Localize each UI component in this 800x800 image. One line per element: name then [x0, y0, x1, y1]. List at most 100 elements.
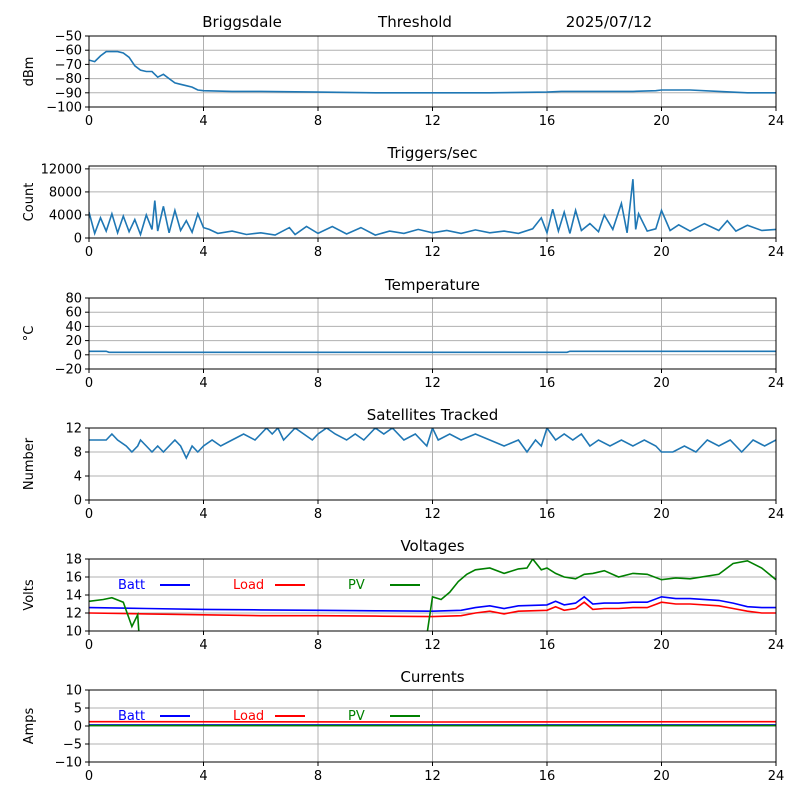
y-tick-label: 0 — [74, 232, 82, 247]
plot-currents: 0 4 8 12 16 20 24 −10 −5 0 5 10 Currents Amps Batt Load… — [22, 668, 784, 784]
x-tick-label: 24 — [768, 376, 785, 391]
x-tick-label: 4 — [199, 245, 207, 260]
y-tick-label: −10 — [55, 756, 82, 771]
plot-voltages: 0 4 8 12 16 20 24 10 12 14 16 18 Voltages Volts Batt Lo… — [22, 537, 784, 653]
x-tick-label: 0 — [85, 769, 93, 784]
y-tick-label: −5 — [63, 738, 82, 753]
chart-title: Currents — [400, 668, 464, 686]
x-tick-label: 0 — [85, 114, 93, 129]
y-tick-label: −70 — [55, 58, 82, 73]
x-tick-label: 20 — [653, 376, 670, 391]
y-axis-label: Count — [22, 183, 37, 222]
y-tick-label: 8000 — [49, 185, 82, 200]
y-axis-label: Volts — [22, 579, 37, 611]
y-tick-label: 0 — [74, 348, 82, 363]
x-tick-label: 24 — [768, 507, 785, 522]
x-tick-label: 8 — [314, 638, 322, 653]
x-tick-label: 8 — [314, 114, 322, 129]
y-tick-label: 0 — [74, 720, 82, 735]
plot-triggers: 0 4 8 12 16 20 24 0 4000 8000 12000 Triggers/sec Cou… — [22, 144, 784, 260]
x-tick-label: 4 — [199, 507, 207, 522]
y-tick-label: 5 — [74, 702, 82, 717]
x-tick-label: 8 — [314, 376, 322, 391]
x-tick-label: 24 — [768, 769, 785, 784]
y-tick-label: 12 — [65, 422, 82, 437]
chart-title: Satellites Tracked — [367, 406, 498, 424]
y-tick-label: −100 — [46, 101, 82, 116]
y-tick-label: 14 — [65, 589, 82, 604]
x-tick-label: 16 — [539, 376, 556, 391]
chart-title: Voltages — [400, 537, 464, 555]
x-tick-label: 20 — [653, 507, 670, 522]
y-tick-label: −80 — [55, 72, 82, 87]
x-tick-label: 24 — [768, 638, 785, 653]
series-line-temperature — [89, 350, 776, 354]
y-tick-label: 12 — [65, 607, 82, 622]
y-tick-label: 20 — [65, 334, 82, 349]
y-tick-label: 18 — [65, 553, 82, 568]
x-tick-label: 12 — [424, 769, 441, 784]
legend-label: PV — [348, 709, 365, 724]
y-axis-label: dBm — [22, 57, 37, 87]
x-tick-label: 8 — [314, 507, 322, 522]
chart-title: Triggers/sec — [387, 144, 478, 162]
x-tick-label: 12 — [424, 114, 441, 129]
x-tick-label: 4 — [199, 769, 207, 784]
y-tick-label: 8 — [74, 446, 82, 461]
x-tick-label: 24 — [768, 245, 785, 260]
x-tick-label: 0 — [85, 245, 93, 260]
x-tick-label: 4 — [199, 638, 207, 653]
y-axis-label: Amps — [22, 707, 37, 744]
x-tick-label: 12 — [424, 638, 441, 653]
series-line-threshold — [89, 50, 776, 94]
y-tick-label: 12000 — [41, 162, 82, 177]
plot-satellites: 0 4 8 12 16 20 24 0 4 8 12 Satellites Tracked Number — [22, 406, 784, 522]
x-tick-label: 16 — [539, 507, 556, 522]
y-tick-label: 80 — [65, 292, 82, 307]
x-tick-label: 12 — [424, 376, 441, 391]
x-tick-label: 16 — [539, 769, 556, 784]
x-tick-label: 8 — [314, 245, 322, 260]
x-tick-label: 20 — [653, 638, 670, 653]
x-tick-label: 4 — [199, 376, 207, 391]
station-title: Briggsdale — [202, 13, 282, 31]
legend-label: PV — [348, 578, 365, 593]
series-line-satellites — [89, 428, 776, 460]
series-line-load — [89, 601, 776, 618]
y-tick-label: −60 — [55, 44, 82, 59]
x-tick-label: 12 — [424, 245, 441, 260]
chart-title: Temperature — [384, 276, 480, 294]
x-tick-label: 24 — [768, 114, 785, 129]
legend-label: Batt — [118, 709, 145, 724]
y-tick-label: 4 — [74, 470, 82, 485]
y-tick-label: 0 — [74, 494, 82, 509]
series-line-batt — [89, 595, 776, 613]
y-tick-label: −90 — [55, 86, 82, 101]
y-tick-label: 4000 — [49, 208, 82, 223]
date-title: 2025/07/12 — [566, 13, 652, 31]
x-tick-label: 0 — [85, 507, 93, 522]
x-tick-label: 16 — [539, 114, 556, 129]
y-tick-label: 16 — [65, 571, 82, 586]
y-axis-label: Number — [22, 437, 37, 490]
x-tick-label: 0 — [85, 376, 93, 391]
legend-label: Load — [233, 709, 264, 724]
legend-label: Batt — [118, 578, 145, 593]
y-tick-label: −50 — [55, 30, 82, 45]
x-tick-label: 20 — [653, 769, 670, 784]
x-tick-label: 20 — [653, 245, 670, 260]
x-tick-label: 0 — [85, 638, 93, 653]
series-line-pv — [89, 559, 776, 631]
y-tick-label: 60 — [65, 306, 82, 321]
y-tick-label: 10 — [65, 625, 82, 640]
x-tick-label: 16 — [539, 245, 556, 260]
y-tick-label: −20 — [55, 363, 82, 378]
x-tick-label: 16 — [539, 638, 556, 653]
y-tick-label: 10 — [65, 684, 82, 699]
x-tick-label: 4 — [199, 114, 207, 129]
series-line-triggers — [89, 179, 776, 237]
x-tick-label: 12 — [424, 507, 441, 522]
y-axis-label: °C — [22, 326, 37, 342]
